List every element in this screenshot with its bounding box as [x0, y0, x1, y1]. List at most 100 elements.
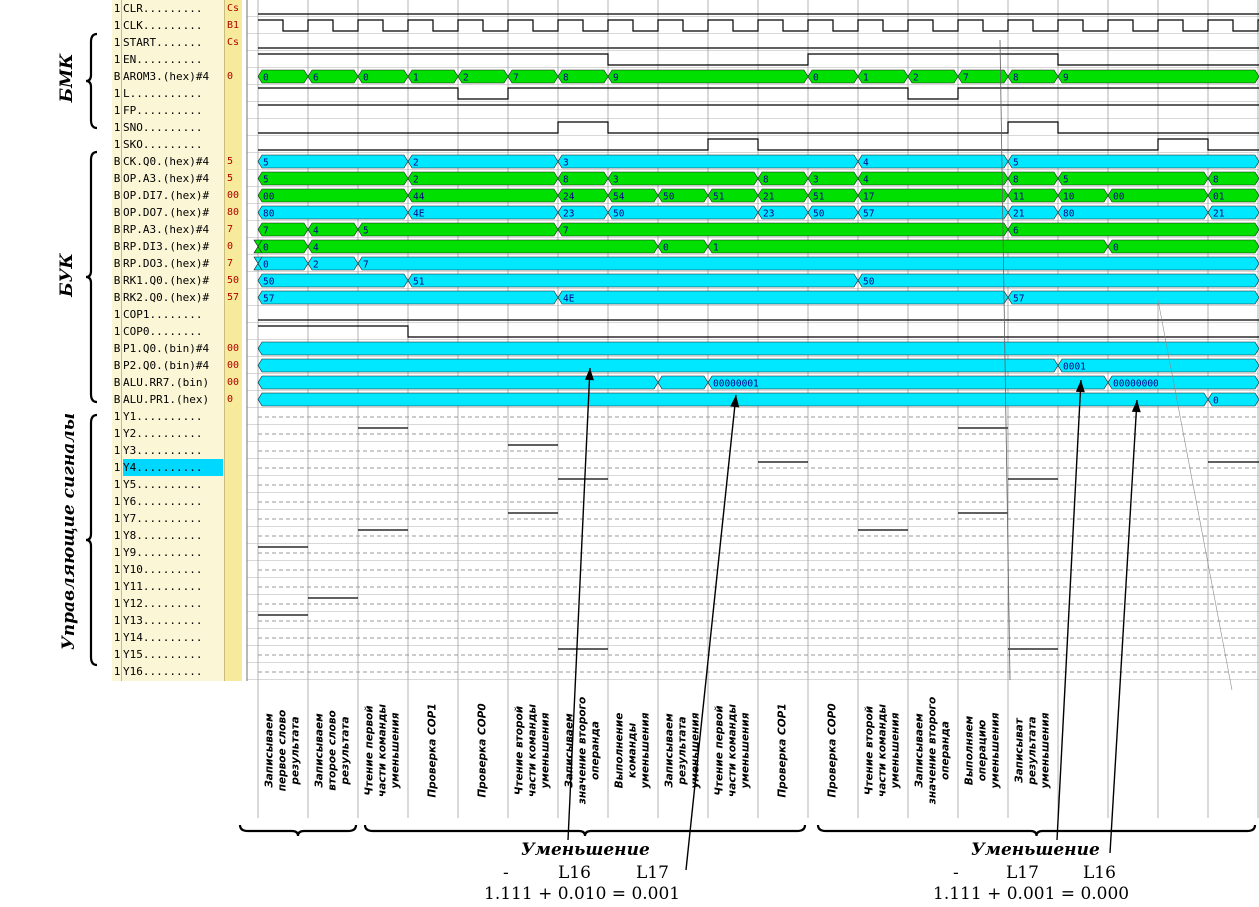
alurr7-bus-segment: [657, 375, 709, 390]
signal-width: B: [113, 393, 121, 406]
phase-label-line: Выполняем: [963, 715, 976, 785]
opa3-bus-segment: [1207, 171, 1259, 186]
signal-row[interactable]: B ALU.PR1.(hex) 0: [112, 391, 242, 408]
phase-label-line: уменьшения: [989, 711, 1002, 789]
signal-name: Y3..........: [123, 444, 203, 457]
arom3-bus-value: 0: [363, 73, 369, 84]
signal-row[interactable]: 1 Y16.........: [112, 663, 242, 680]
opdo7-bus-value: 23: [763, 209, 774, 220]
signal-width: 1: [113, 410, 121, 423]
alupr1-bus-segment: [257, 392, 1209, 407]
opdi7-bus-value: 51: [813, 192, 825, 203]
signal-name: Y16.........: [123, 665, 203, 678]
signal-row[interactable]: 1 Y11.........: [112, 578, 242, 595]
signal-row[interactable]: 1 START....... Cs: [112, 34, 242, 51]
right-minus: -: [953, 863, 959, 883]
signal-width: 1: [113, 495, 121, 508]
signal-row[interactable]: 1 L...........: [112, 85, 242, 102]
signal-name: Y6..........: [123, 495, 203, 508]
opdi7-bus-value: 10: [1063, 192, 1075, 203]
signal-row[interactable]: 1 Y8..........: [112, 527, 242, 544]
signal-width: 1: [113, 36, 121, 49]
buk-brace: [85, 150, 98, 404]
signal-width: 1: [113, 580, 121, 593]
opdo7-bus-segment: [1057, 205, 1209, 220]
signal-row[interactable]: B RP.A3.(hex)#4 7: [112, 221, 242, 238]
signal-row[interactable]: 1 Y4..........: [112, 459, 242, 476]
signal-row[interactable]: 1 Y15.........: [112, 646, 242, 663]
signal-name-panel: 1 CLR......... Cs 1 CLK......... B1 1 START....…: [112, 0, 242, 681]
signal-row[interactable]: 1 Y9..........: [112, 544, 242, 561]
signal-row[interactable]: B OP.A3.(hex)#4 5: [112, 170, 242, 187]
signal-row[interactable]: B RK2.Q0.(hex)# 57: [112, 289, 242, 306]
signal-row[interactable]: B P2.Q0.(bin)#4 00: [112, 357, 242, 374]
signal-row[interactable]: 1 Y12.........: [112, 595, 242, 612]
opdi7-bus-value: 50: [663, 192, 675, 203]
signal-name: L...........: [123, 87, 203, 100]
signal-row[interactable]: 1 Y2..........: [112, 425, 242, 442]
signal-row[interactable]: B RP.DO3.(hex)# 7: [112, 255, 242, 272]
signal-row[interactable]: 1 EN..........: [112, 51, 242, 68]
bmk-brace: [85, 32, 98, 130]
signal-row[interactable]: 1 Y1..........: [112, 408, 242, 425]
signal-value: 57: [227, 292, 240, 303]
phase-label-line: уменьшения: [739, 711, 752, 789]
opdo7-bus-segment: [1207, 205, 1259, 220]
signal-row[interactable]: 1 Y3..........: [112, 442, 242, 459]
phase-label-line: уменьшения: [389, 711, 402, 789]
rk2-bus-segment: [557, 290, 1009, 305]
signal-value: 5: [227, 173, 234, 184]
ck-bus-segment: [557, 154, 859, 169]
opdi7-bus-value: 00: [1113, 192, 1125, 203]
signal-width: B: [113, 359, 121, 372]
rpdi3-bus-value: 0: [1113, 243, 1119, 254]
signal-row[interactable]: B RK1.Q0.(hex)# 50: [112, 272, 242, 289]
signal-row[interactable]: B RP.DI3.(hex)# 0: [112, 238, 242, 255]
phase-label-line: Проверка COP1: [776, 702, 789, 798]
signal-row[interactable]: 1 Y6..........: [112, 493, 242, 510]
control-brace: [85, 413, 98, 667]
phase-label-line: Проверка COP0: [826, 702, 839, 798]
p2-bus-value: 0001: [1063, 362, 1086, 373]
signal-row[interactable]: 1 SKO.........: [112, 136, 242, 153]
phase-label-line: части команды: [376, 703, 389, 797]
signal-row[interactable]: 1 SNO.........: [112, 119, 242, 136]
rpdi3-bus-value: 4: [313, 243, 319, 254]
signal-row[interactable]: 1 Y13.........: [112, 612, 242, 629]
signal-row[interactable]: B CK.Q0.(hex)#4 5: [112, 153, 242, 170]
signal-name: COP0........: [123, 325, 203, 338]
signal-row[interactable]: B AROM3.(hex)#4 0: [112, 68, 242, 85]
opdi7-bus-value: 54: [613, 192, 625, 203]
signal-row[interactable]: B OP.DO7.(hex)# 80: [112, 204, 242, 221]
signal-row[interactable]: 1 CLR......... Cs: [112, 0, 242, 17]
rk1-bus-segment: [407, 273, 859, 288]
signal-row[interactable]: 1 COP1........: [112, 306, 242, 323]
signal-name: START.......: [123, 36, 203, 49]
p2-bus-segment: [1057, 358, 1259, 373]
phase-label-line: уменьшения: [639, 711, 652, 789]
signal-row[interactable]: 1 CLK......... B1: [112, 17, 242, 34]
phase-label-line: Записываем: [263, 712, 276, 788]
p1-bus-segment: [257, 341, 1259, 356]
opdi7-bus-segment: [857, 188, 1009, 203]
group-label-buk: БУК: [57, 253, 77, 297]
signal-row[interactable]: B OP.DI7.(hex)# 00: [112, 187, 242, 204]
signal-row[interactable]: 1 Y14.........: [112, 629, 242, 646]
rk1-bus-segment: [857, 273, 1259, 288]
phase-label-line: операцию: [976, 719, 989, 781]
phase-label: Записываем значение второго операнда: [914, 685, 953, 815]
signal-row[interactable]: 1 Y5..........: [112, 476, 242, 493]
group-label-control: Управляющие сигналы: [59, 412, 79, 650]
rk1-bus-value: 50: [263, 277, 275, 288]
signal-row[interactable]: B P1.Q0.(bin)#4 00: [112, 340, 242, 357]
rk1-bus-value: 50: [863, 277, 875, 288]
signal-name: Y7..........: [123, 512, 203, 525]
signal-row[interactable]: 1 Y7..........: [112, 510, 242, 527]
signal-width: 1: [113, 121, 121, 134]
signal-row[interactable]: B ALU.RR7.(bin) 00: [112, 374, 242, 391]
signal-row[interactable]: 1 FP..........: [112, 102, 242, 119]
signal-row[interactable]: 1 COP0........: [112, 323, 242, 340]
signal-width: B: [113, 70, 121, 83]
rpa3-bus-segment: [1007, 222, 1259, 237]
signal-row[interactable]: 1 Y10.........: [112, 561, 242, 578]
